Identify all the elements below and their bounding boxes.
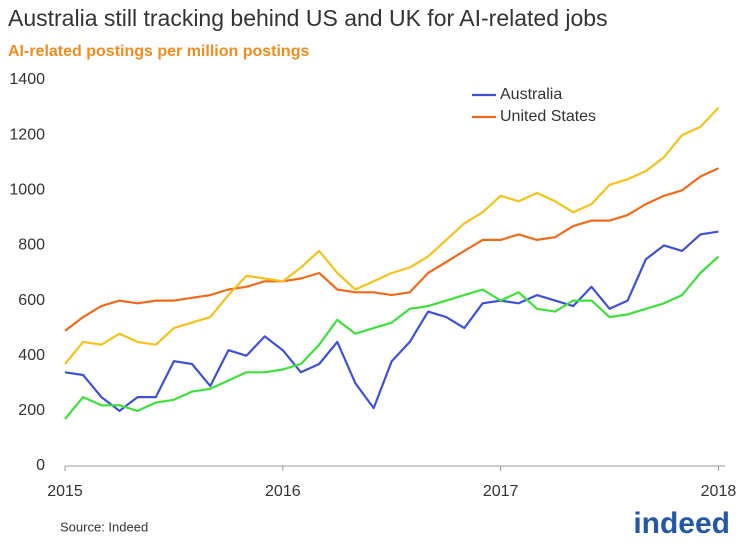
y-tick-label: 800 (18, 237, 45, 254)
y-tick-label: 0 (36, 457, 45, 474)
legend-label: United States (500, 108, 596, 125)
chart-subtitle: AI-related postings per million postings (8, 43, 309, 60)
x-tick-label: 2017 (483, 483, 519, 500)
legend-label: Australia (500, 86, 562, 103)
source: Source: Indeed (60, 519, 148, 534)
x-tick-label: 2016 (265, 483, 301, 500)
y-tick-label: 1000 (9, 182, 45, 199)
y-tick-label: 1400 (9, 71, 45, 88)
y-tick-label: 600 (18, 292, 45, 309)
logo: indeed (633, 507, 730, 540)
series-line (64, 167, 719, 332)
y-tick-label: 400 (18, 347, 45, 364)
x-tick-label: 2018 (701, 483, 737, 500)
series-line (64, 255, 720, 420)
series-line (64, 230, 719, 412)
chart-title: Australia still tracking behind US and U… (8, 5, 608, 31)
x-tick-label: 2015 (47, 483, 83, 500)
y-tick-label: 200 (18, 402, 45, 419)
series-line (64, 106, 720, 365)
y-tick-label: 1200 (9, 126, 45, 143)
